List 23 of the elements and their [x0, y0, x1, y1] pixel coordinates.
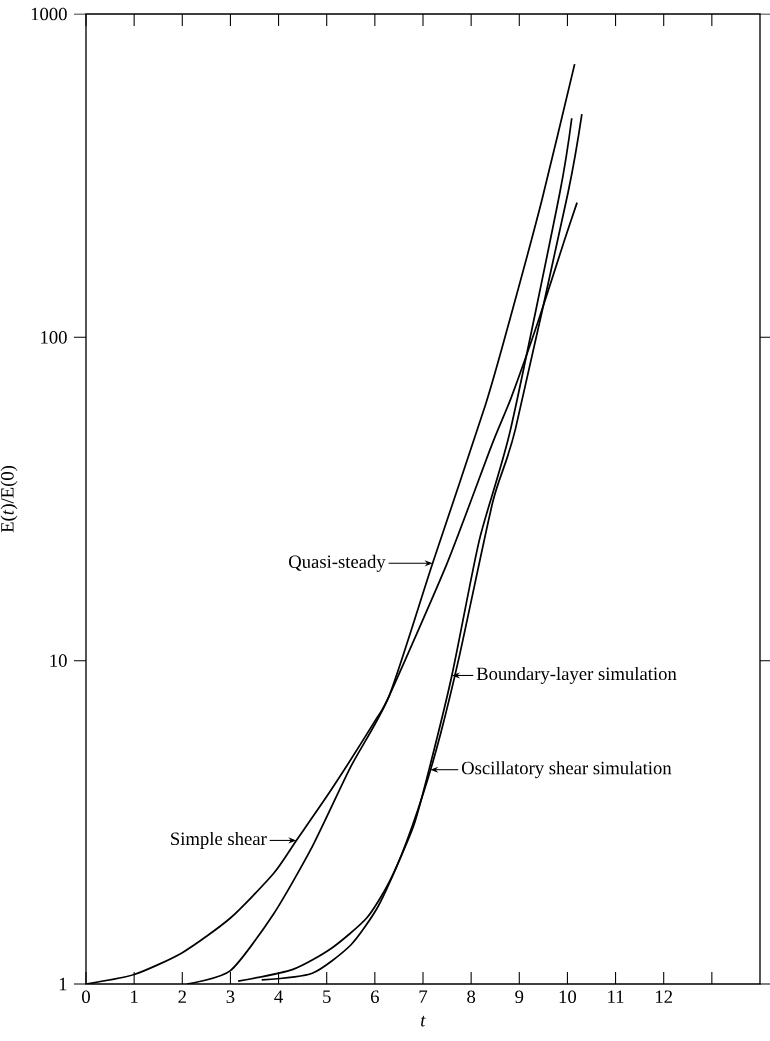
x-tick-label: 0	[82, 990, 90, 1004]
x-tick-label: 10	[559, 990, 577, 1004]
y-axis-title: E(t)/E(0)	[0, 465, 18, 533]
x-tick-label: 8	[467, 990, 476, 1004]
x-tick-label: 1	[131, 990, 138, 1003]
x-tick-label: 11	[608, 990, 624, 1003]
annotation: Quasi-steady	[289, 554, 386, 572]
x-tick-label: 2	[178, 990, 186, 1003]
x-tick-label: 3	[226, 990, 235, 1004]
x-tick-label: 12	[656, 990, 673, 1003]
x-tick-label: 7	[419, 990, 428, 1003]
x-tick-label: 5	[323, 990, 331, 1003]
y-tick-label: 10	[50, 654, 67, 667]
x-tick-label: 4	[274, 990, 283, 1003]
y-tick-label: 1000	[31, 7, 67, 21]
y-tick-label: 1	[59, 977, 67, 991]
annotation: Boundary-layer simulation	[476, 666, 677, 684]
x-tick-label: 6	[370, 990, 379, 1004]
annotation: Simple shear	[171, 831, 267, 849]
y-tick-label: 100	[41, 331, 67, 344]
annotation: Oscillatory shear simulation	[461, 761, 672, 779]
x-axis-title: t	[421, 1015, 426, 1027]
x-tick-label: 9	[515, 990, 524, 1004]
